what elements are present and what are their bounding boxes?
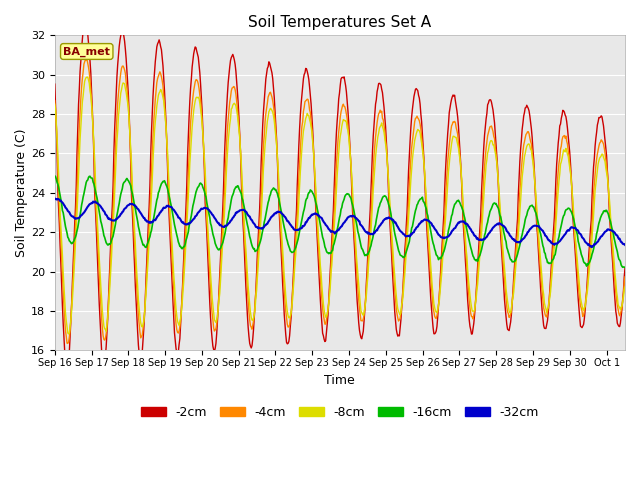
Y-axis label: Soil Temperature (C): Soil Temperature (C) [15,129,28,257]
Legend: -2cm, -4cm, -8cm, -16cm, -32cm: -2cm, -4cm, -8cm, -16cm, -32cm [136,401,544,424]
Title: Soil Temperatures Set A: Soil Temperatures Set A [248,15,431,30]
X-axis label: Time: Time [324,373,355,386]
Text: BA_met: BA_met [63,47,110,57]
